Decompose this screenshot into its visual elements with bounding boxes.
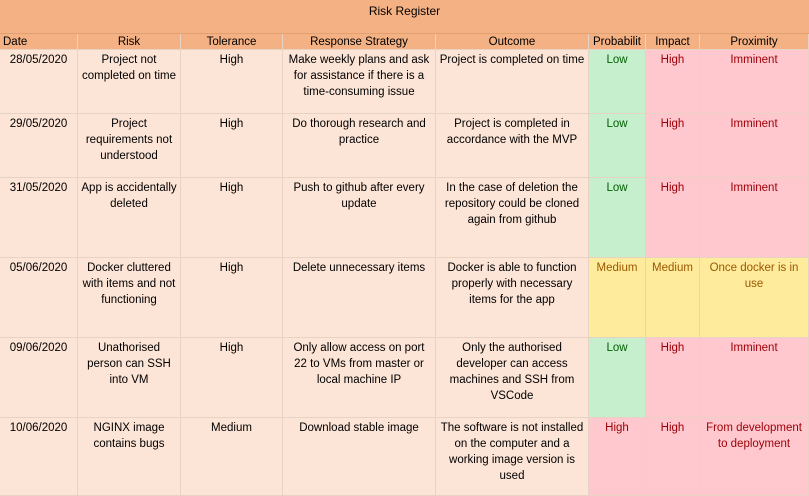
table-cell: In the case of deletion the repository c… (436, 178, 589, 258)
table-cell: High (646, 178, 700, 258)
table-cell: 31/05/2020 (0, 178, 78, 258)
table-cell: Unathorised person can SSH into VM (78, 338, 181, 418)
column-header: Tolerance (181, 34, 283, 50)
table-cell: Imminent (700, 114, 809, 178)
table-cell: Medium (646, 258, 700, 338)
table-cell: 28/05/2020 (0, 50, 78, 114)
table-cell: Project is completed on time (436, 50, 589, 114)
table-cell: Push to github after every update (283, 178, 436, 258)
column-header: Outcome (436, 34, 589, 50)
table-cell: NGINX image contains bugs (78, 418, 181, 496)
table-cell: High (181, 50, 283, 114)
table-cell: High (646, 114, 700, 178)
table-cell: High (181, 114, 283, 178)
table-cell: High (646, 338, 700, 418)
table-cell: Medium (181, 418, 283, 496)
column-header: Date (0, 34, 78, 50)
table-cell: 05/06/2020 (0, 258, 78, 338)
table-cell: Project requirements not understood (78, 114, 181, 178)
table-cell: Only allow access on port 22 to VMs from… (283, 338, 436, 418)
table-cell: High (646, 50, 700, 114)
table-cell: Low (589, 50, 646, 114)
column-header: Proximity (700, 34, 809, 50)
table-cell: Imminent (700, 178, 809, 258)
table-cell: Only the authorised developer can access… (436, 338, 589, 418)
table-cell: From development to deployment (700, 418, 809, 496)
table-cell: Project not completed on time (78, 50, 181, 114)
column-header: Risk (78, 34, 181, 50)
column-header: Response Strategy (283, 34, 436, 50)
table-cell: High (646, 418, 700, 496)
table-cell: Imminent (700, 338, 809, 418)
table-cell: Make weekly plans and ask for assistance… (283, 50, 436, 114)
table-cell: High (181, 178, 283, 258)
table-cell: Project is completed in accordance with … (436, 114, 589, 178)
table-cell: High (589, 418, 646, 496)
table-cell: Imminent (700, 50, 809, 114)
table-cell: High (181, 338, 283, 418)
column-header: Impact (646, 34, 700, 50)
table-cell: Medium (589, 258, 646, 338)
table-cell: App is accidentally deleted (78, 178, 181, 258)
table-cell: Docker is able to function properly with… (436, 258, 589, 338)
table-cell: Download stable image (283, 418, 436, 496)
column-header: Probabilit (589, 34, 646, 50)
table-cell: High (181, 258, 283, 338)
table-cell: Once docker is in use (700, 258, 809, 338)
table-cell: Low (589, 338, 646, 418)
table-cell: Low (589, 114, 646, 178)
table-cell: The software is not installed on the com… (436, 418, 589, 496)
table-cell: Docker cluttered with items and not func… (78, 258, 181, 338)
sheet-title: Risk Register (0, 0, 809, 34)
table-cell: 10/06/2020 (0, 418, 78, 496)
table-cell: Do thorough research and practice (283, 114, 436, 178)
table-cell: Delete unnecessary items (283, 258, 436, 338)
table-cell: 29/05/2020 (0, 114, 78, 178)
table-cell: Low (589, 178, 646, 258)
table-cell: 09/06/2020 (0, 338, 78, 418)
